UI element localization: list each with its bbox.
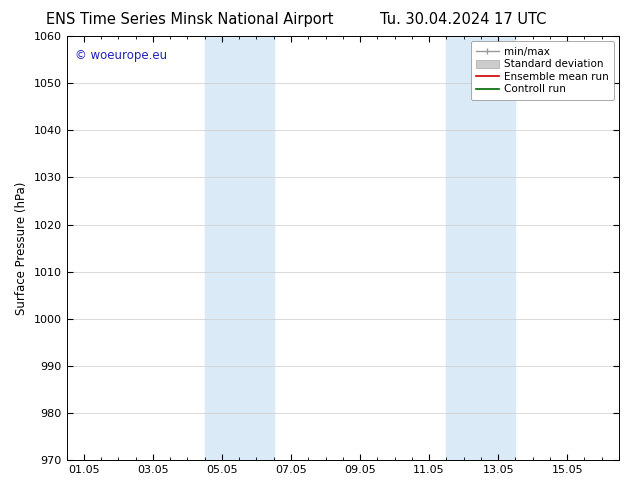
Legend: min/max, Standard deviation, Ensemble mean run, Controll run: min/max, Standard deviation, Ensemble me… — [470, 41, 614, 99]
Y-axis label: Surface Pressure (hPa): Surface Pressure (hPa) — [15, 181, 28, 315]
Text: ENS Time Series Minsk National Airport: ENS Time Series Minsk National Airport — [46, 12, 334, 27]
Bar — [446, 36, 515, 460]
Text: Tu. 30.04.2024 17 UTC: Tu. 30.04.2024 17 UTC — [380, 12, 546, 27]
Text: © woeurope.eu: © woeurope.eu — [75, 49, 167, 62]
Bar — [205, 36, 274, 460]
